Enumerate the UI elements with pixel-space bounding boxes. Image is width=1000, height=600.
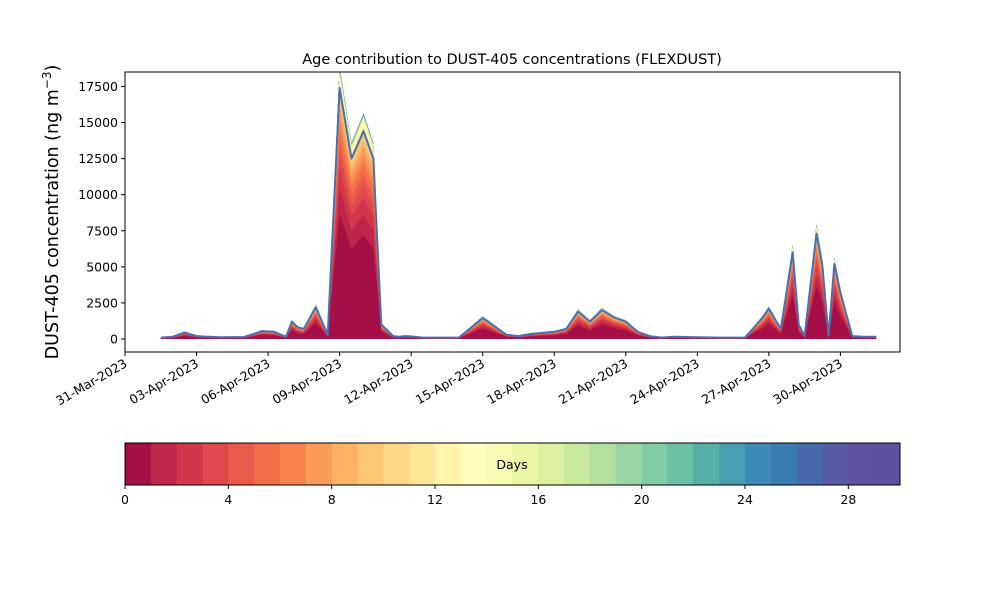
colorbar-segment xyxy=(383,443,410,485)
colorbar-segment xyxy=(848,443,875,485)
y-axis-label-exponent: −3 xyxy=(40,71,54,89)
age-band-12 xyxy=(160,79,877,339)
x-tick-label: 06-Apr-2023 xyxy=(198,356,272,408)
y-tick-label: 15000 xyxy=(78,115,118,130)
colorbar-segment xyxy=(538,443,565,485)
age-band-25 xyxy=(160,72,877,339)
age-band-9 xyxy=(160,92,877,340)
age-band-13 xyxy=(160,76,877,339)
age-band-6 xyxy=(160,118,877,339)
colorbar-tick-label: 12 xyxy=(427,492,443,507)
colorbar-segment xyxy=(331,443,358,485)
y-axis: 0 2500 5000 7500 10000 12500 15000 17500 xyxy=(78,79,125,347)
age-band-29 xyxy=(160,72,877,339)
y-axis-label-main: DUST-405 concentration (ng m xyxy=(43,89,63,359)
age-band-8 xyxy=(160,100,877,340)
age-band-17 xyxy=(160,72,877,339)
colorbar-tick-label: 4 xyxy=(224,492,232,507)
x-tick-label: 03-Apr-2023 xyxy=(127,356,201,408)
age-band-15 xyxy=(160,72,877,339)
colorbar-segment xyxy=(125,443,152,485)
y-tick-label: 5000 xyxy=(86,259,118,274)
age-band-27 xyxy=(160,72,877,339)
colorbar-tick-label: 16 xyxy=(530,492,546,507)
colorbar-segment xyxy=(512,443,539,485)
x-tick-label: 30-Apr-2023 xyxy=(770,356,844,408)
colorbar-segment xyxy=(460,443,488,485)
x-tick-label: 31-Mar-2023 xyxy=(53,356,129,409)
age-band-14 xyxy=(160,74,877,339)
age-band-26 xyxy=(160,72,877,339)
colorbar: 0 4 8 12 16 20 24 28 xyxy=(121,442,901,507)
colorbar-segment xyxy=(796,443,823,485)
age-band-21 xyxy=(160,72,877,339)
colorbar-tick-label: 24 xyxy=(737,492,753,507)
colorbar-segment xyxy=(176,443,203,485)
x-tick-label: 27-Apr-2023 xyxy=(699,356,773,408)
colorbar-segment xyxy=(874,443,901,485)
age-band-28 xyxy=(160,72,877,339)
colorbar-segment xyxy=(409,443,436,485)
y-tick-label: 2500 xyxy=(86,295,118,310)
x-axis: 31-Mar-202303-Apr-202306-Apr-202309-Apr-… xyxy=(53,352,845,408)
y-tick-label: 10000 xyxy=(78,187,118,202)
colorbar-segment xyxy=(745,443,772,485)
x-tick-label: 09-Apr-2023 xyxy=(270,356,344,408)
age-band-18 xyxy=(160,72,877,339)
age-band-24 xyxy=(160,72,877,339)
total-line-group xyxy=(160,86,877,339)
colorbar-segment xyxy=(693,443,720,485)
y-tick-label: 17500 xyxy=(78,79,118,94)
colorbar-frame xyxy=(124,442,901,486)
age-band-20 xyxy=(160,72,877,339)
age-band-22 xyxy=(160,72,877,339)
colorbar-segment xyxy=(357,443,384,485)
colorbar-tick-label: 28 xyxy=(840,492,856,507)
colorbar-segment xyxy=(202,443,229,485)
y-tick-label: 0 xyxy=(110,332,118,347)
colorbar-segment xyxy=(667,443,694,485)
age-band-16 xyxy=(160,72,877,339)
colorbar-label: Days xyxy=(496,457,527,472)
colorbar-tick-label: 0 xyxy=(121,492,129,507)
chart-title: Age contribution to DUST-405 concentrati… xyxy=(302,52,722,68)
colorbar-tick-label: 8 xyxy=(328,492,336,507)
x-tick-label: 24-Apr-2023 xyxy=(627,356,701,408)
age-band-19 xyxy=(160,72,877,339)
age-band-0 xyxy=(160,213,877,339)
age-band-23 xyxy=(160,72,877,339)
colorbar-segment xyxy=(305,443,333,485)
colorbar-segment xyxy=(590,443,617,485)
x-tick-label: 15-Apr-2023 xyxy=(413,356,487,408)
age-band-7 xyxy=(160,108,877,339)
colorbar-segment xyxy=(822,443,849,485)
plot-frame xyxy=(124,71,901,353)
colorbar-segment xyxy=(254,443,281,485)
colorbar-segment xyxy=(719,443,746,485)
total-concentration-line xyxy=(160,86,877,339)
colorbar-segment xyxy=(564,443,591,485)
colorbar-tick-label: 20 xyxy=(634,492,650,507)
colorbar-segment xyxy=(228,443,255,485)
colorbar-segment xyxy=(615,443,643,485)
colorbar-segment xyxy=(435,443,462,485)
y-tick-label: 7500 xyxy=(86,223,118,238)
colorbar-segment xyxy=(280,443,307,485)
y-axis-label: DUST-405 concentration (ng m−3) xyxy=(40,65,63,360)
x-tick-label: 21-Apr-2023 xyxy=(556,356,630,408)
age-band-10 xyxy=(160,87,877,340)
x-tick-label: 18-Apr-2023 xyxy=(484,356,558,408)
y-tick-label: 12500 xyxy=(78,151,118,166)
colorbar-segment xyxy=(486,443,513,485)
x-tick-label: 12-Apr-2023 xyxy=(341,356,415,408)
age-bands xyxy=(160,72,877,340)
y-axis-label-close: ) xyxy=(43,65,63,72)
age-band-11 xyxy=(160,82,877,340)
colorbar-segment xyxy=(641,443,668,485)
colorbar-segment xyxy=(770,443,798,485)
colorbar-segment xyxy=(150,443,178,485)
